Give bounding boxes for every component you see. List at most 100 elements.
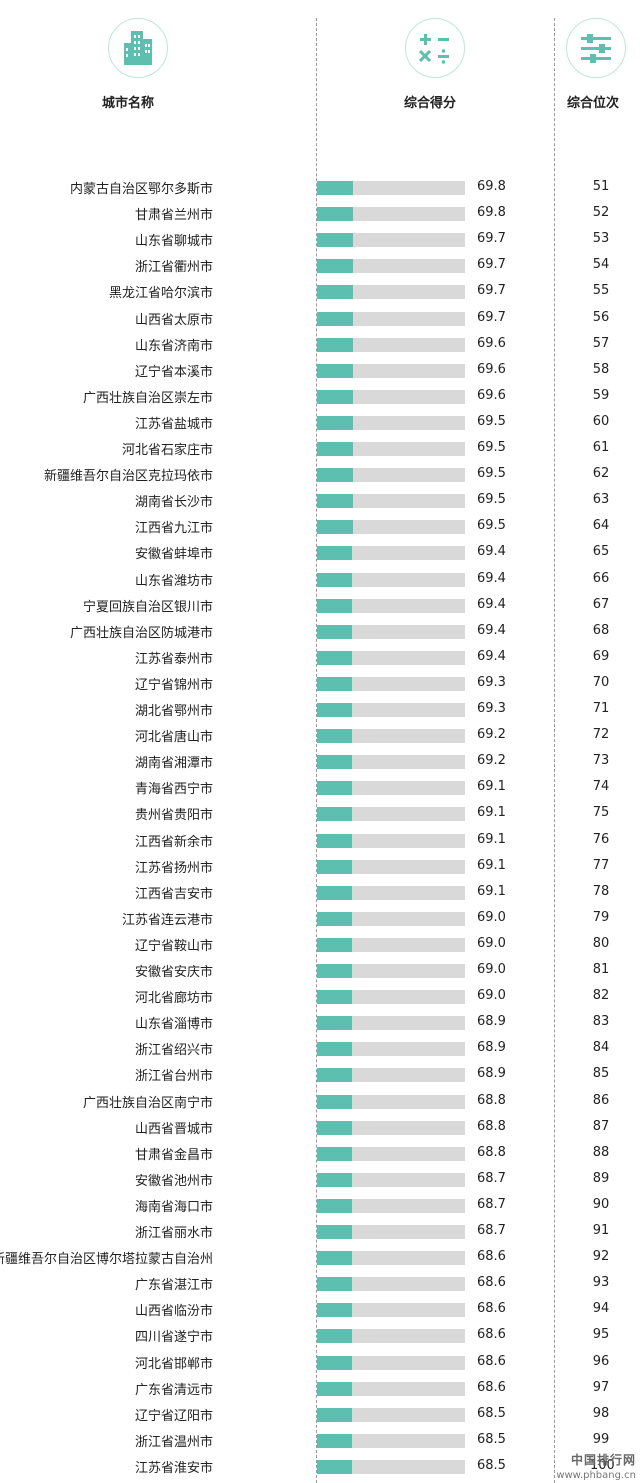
- score-value: 68.7: [477, 1170, 506, 1186]
- score-value: 68.8: [477, 1092, 506, 1108]
- rank-value: 92: [592, 1249, 610, 1265]
- score-value: 68.5: [477, 1457, 506, 1473]
- city-name: 山西省太原市: [134, 312, 213, 328]
- city-name: 河北省邯郸市: [134, 1356, 213, 1372]
- score-value: 69.5: [477, 413, 506, 429]
- score-value: 69.1: [477, 805, 506, 821]
- header-city-name: 城市名称: [102, 96, 155, 111]
- rank-value: 83: [592, 1014, 610, 1030]
- rank-value: 98: [592, 1405, 610, 1421]
- score-bar: [317, 911, 353, 926]
- city-name: 浙江省台州市: [134, 1069, 213, 1085]
- score-bar-track: [317, 546, 465, 561]
- city-name: 山东省聊城市: [134, 234, 213, 250]
- rank-value: 72: [592, 727, 610, 743]
- score-bar-track: [317, 650, 465, 665]
- city-name: 湖北省鄂州市: [134, 704, 213, 719]
- rank-value: 91: [592, 1223, 610, 1238]
- score-value: 69.6: [477, 361, 506, 377]
- score-bar: [317, 363, 353, 378]
- score-bar: [317, 494, 353, 509]
- table-row: 广西壮族自治区南宁市 68.8 86: [0, 1088, 640, 1114]
- score-value: 69.4: [477, 648, 506, 664]
- table-row: 江苏省扬州市 69.1 77: [0, 853, 640, 879]
- score-bar: [317, 1277, 352, 1292]
- score-value: 68.6: [477, 1379, 506, 1395]
- rank-value: 58: [592, 361, 610, 377]
- score-bar: [317, 1042, 353, 1057]
- table-row: 安徽省池州市 68.7 89: [0, 1166, 640, 1192]
- city-name: 广西壮族自治区防城港市: [69, 625, 213, 641]
- city-name: 山东省潍坊市: [134, 573, 213, 589]
- city-name: 黑龙江省哈尔滨市: [108, 286, 213, 302]
- city-name: 山西省晋城市: [134, 1121, 213, 1137]
- rank-value: 51: [592, 179, 610, 194]
- score-bar-track: [317, 885, 465, 900]
- rank-value: 88: [592, 1144, 610, 1160]
- score-bar: [317, 676, 353, 691]
- score-bar-track: [317, 1407, 465, 1422]
- score-bar: [317, 1146, 353, 1161]
- score-bar: [317, 468, 353, 483]
- score-bar: [317, 1068, 353, 1083]
- score-bar-track: [317, 363, 465, 378]
- city-name: 新疆维吾尔自治区博尔塔拉蒙古自治州: [0, 1252, 213, 1268]
- score-bar-track: [317, 442, 465, 456]
- table-row: 山西省晋城市 68.8 87: [0, 1114, 640, 1140]
- table-row: 山东省济南市 69.6 57: [0, 331, 640, 357]
- score-value: 68.6: [477, 1249, 506, 1265]
- score-bar-track: [317, 1225, 465, 1239]
- rank-value: 85: [592, 1066, 610, 1082]
- score-bar-track: [317, 1198, 465, 1213]
- city-name: 河北省唐山市: [134, 730, 213, 746]
- table-row: 浙江省绍兴市 68.9 84: [0, 1035, 640, 1061]
- city-name: 浙江省丽水市: [134, 1226, 213, 1241]
- score-bar: [317, 1329, 352, 1344]
- rank-value: 76: [592, 831, 610, 847]
- city-name: 安徽省安庆市: [134, 965, 213, 980]
- score-bar-track: [317, 1355, 465, 1370]
- score-bar-track: [317, 389, 465, 404]
- city-name: 广西壮族自治区南宁市: [82, 1095, 213, 1111]
- score-value: 68.7: [477, 1223, 506, 1238]
- rank-value: 93: [592, 1275, 610, 1291]
- table-row: 河北省石家庄市 69.5 61: [0, 435, 640, 461]
- score-bar-track: [317, 990, 465, 1005]
- score-bar-track: [317, 1042, 465, 1057]
- table-row: 河北省邯郸市 68.6 96: [0, 1349, 640, 1375]
- table-row: 辽宁省辽阳市 68.5 98: [0, 1401, 640, 1427]
- score-bar: [317, 729, 353, 744]
- rank-value: 63: [592, 492, 610, 508]
- table-row: 湖南省长沙市 69.5 63: [0, 487, 640, 513]
- score-value: 69.1: [477, 883, 506, 899]
- city-name: 江苏省泰州市: [134, 651, 213, 667]
- table-row: 江苏省淮安市 68.5 100: [0, 1453, 640, 1479]
- rank-value: 94: [592, 1301, 610, 1317]
- table-row: 浙江省丽水市 68.7 91: [0, 1218, 640, 1244]
- table-row: 新疆维吾尔自治区克拉玛依市 69.5 62: [0, 461, 640, 487]
- rank-value: 87: [592, 1118, 610, 1134]
- city-name: 河北省廊坊市: [134, 991, 213, 1007]
- city-name: 安徽省池州市: [134, 1173, 213, 1189]
- score-value: 68.9: [477, 1066, 506, 1082]
- score-bar-track: [317, 1433, 465, 1448]
- table-row: 山西省太原市 69.7 56: [0, 305, 640, 331]
- rank-value: 56: [592, 309, 610, 325]
- score-bar-track: [317, 781, 465, 796]
- score-bar-track: [317, 468, 465, 483]
- score-value: 68.6: [477, 1327, 506, 1343]
- city-name: 山东省济南市: [134, 338, 213, 354]
- rank-value: 64: [592, 518, 610, 534]
- city-name: 辽宁省锦州市: [134, 677, 213, 693]
- table-row: 广西壮族自治区防城港市 69.4 68: [0, 618, 640, 644]
- divider-score-rank: [554, 18, 555, 1483]
- city-name: 山东省淄博市: [134, 1017, 213, 1033]
- score-bar: [317, 833, 353, 848]
- rank-value: 84: [592, 1040, 610, 1056]
- score-bar-track: [317, 1172, 465, 1187]
- header-rank: 综合位次: [567, 96, 620, 111]
- score-bar: [317, 181, 353, 195]
- table-row: 江西省新余市 69.1 76: [0, 827, 640, 853]
- score-bar: [317, 1016, 353, 1031]
- rank-value: 68: [592, 622, 610, 638]
